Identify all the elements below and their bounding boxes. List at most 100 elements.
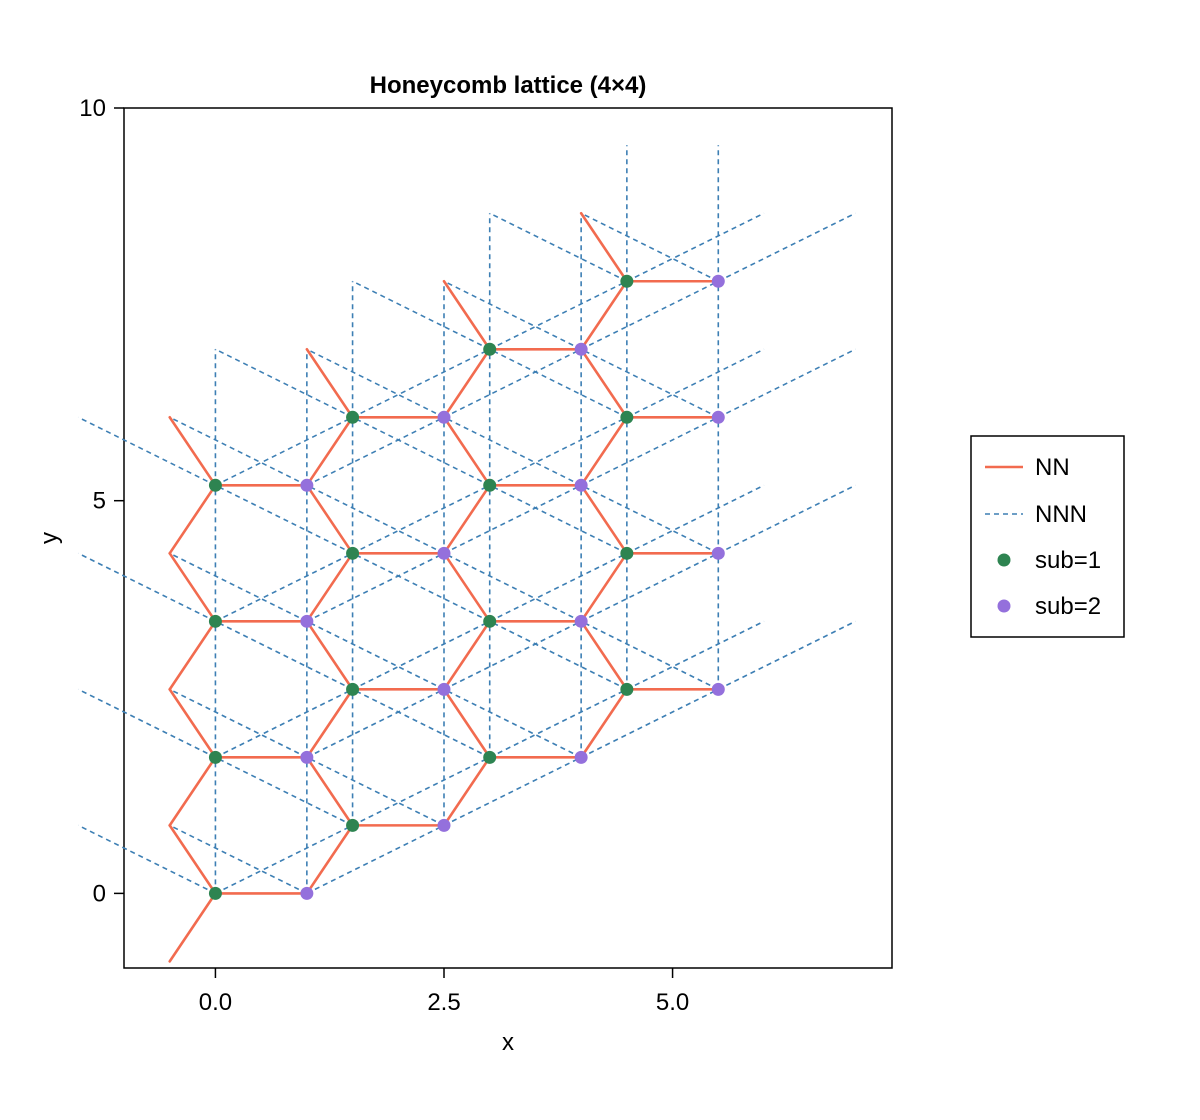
nnn-bond bbox=[77, 416, 216, 487]
nn-bond bbox=[579, 484, 629, 555]
site-sub1-point bbox=[346, 682, 360, 696]
nnn-bond bbox=[443, 416, 582, 487]
site-sub1-point bbox=[346, 546, 360, 560]
site-sub2-point bbox=[574, 614, 588, 628]
site-sub2-point bbox=[300, 478, 314, 492]
nn-bond bbox=[305, 347, 354, 419]
nnn-bond bbox=[580, 212, 719, 282]
nn-bond bbox=[579, 279, 629, 351]
nnn-bond bbox=[169, 416, 308, 487]
site-sub1-point bbox=[346, 410, 360, 424]
nnn-bond bbox=[443, 688, 582, 759]
nnn-bond bbox=[169, 688, 308, 759]
site-sub2-point bbox=[711, 682, 725, 696]
nn-bond bbox=[305, 756, 354, 827]
nn-bond bbox=[442, 347, 492, 419]
nnn-bond bbox=[626, 484, 765, 555]
nnn-bond bbox=[215, 620, 353, 691]
nnn-bond bbox=[169, 824, 308, 895]
nn-bond bbox=[579, 415, 629, 487]
site-sub2-point bbox=[711, 410, 725, 424]
nnn-bond bbox=[352, 552, 491, 623]
x-tick-label: 5.0 bbox=[656, 989, 689, 1016]
nnn-bond bbox=[489, 484, 628, 555]
nn-bond bbox=[168, 688, 217, 759]
site-sub1-point bbox=[483, 342, 497, 356]
legend-swatch-marker bbox=[997, 553, 1011, 567]
nnn-bond bbox=[580, 416, 719, 487]
nnn-bond bbox=[443, 620, 582, 691]
nnn-bond bbox=[717, 620, 856, 691]
nnn-bond bbox=[626, 620, 765, 691]
y-tick-label: 0 bbox=[93, 880, 106, 907]
nn-bond bbox=[442, 484, 492, 555]
nnn-bond bbox=[443, 348, 582, 419]
site-sub2-point bbox=[574, 750, 588, 764]
nn-bond bbox=[579, 688, 629, 759]
nnn-bond bbox=[306, 552, 445, 623]
site-sub1-point bbox=[483, 750, 497, 764]
site-sub2-point bbox=[437, 682, 451, 696]
nnn-bond bbox=[489, 348, 628, 419]
nn-bond bbox=[305, 688, 354, 759]
nnn-bond bbox=[626, 212, 765, 282]
nnn-bond bbox=[215, 756, 353, 827]
x-tick-label: 2.5 bbox=[427, 989, 460, 1016]
site-sub1-point bbox=[483, 614, 497, 628]
nnn-bond bbox=[306, 416, 445, 487]
nnn-bond bbox=[215, 416, 353, 487]
nnn-bond bbox=[580, 280, 719, 350]
nnn-bond bbox=[443, 280, 582, 350]
y-tick-label: 5 bbox=[93, 488, 106, 515]
nnn-bond bbox=[352, 280, 491, 350]
axes: 0.0 2.5 5.0 0 5 10 bbox=[79, 95, 689, 1016]
nnn-bond bbox=[489, 552, 628, 623]
site-sub2-point bbox=[574, 342, 588, 356]
site-sub1-point bbox=[208, 886, 222, 900]
nnn-bond bbox=[717, 212, 856, 282]
nn-bond bbox=[305, 415, 354, 487]
nnn-bond bbox=[215, 824, 353, 895]
nnn-bond bbox=[306, 620, 445, 691]
nnn-bond bbox=[352, 620, 491, 691]
plot-frame bbox=[123, 107, 893, 969]
nn-bond bbox=[442, 756, 492, 827]
nnn-bond bbox=[169, 552, 308, 623]
legend-box bbox=[970, 435, 1125, 638]
site-sub2-point bbox=[437, 410, 451, 424]
lattice-sites bbox=[208, 274, 725, 900]
site-sub1-point bbox=[208, 614, 222, 628]
nn-bond bbox=[305, 552, 354, 623]
nn-bond bbox=[168, 415, 217, 487]
nnn-bond bbox=[215, 484, 353, 555]
nnn-bond bbox=[717, 348, 856, 419]
site-sub2-point bbox=[711, 546, 725, 560]
nnn-bond bbox=[580, 552, 719, 623]
site-sub2-point bbox=[711, 274, 725, 288]
nnn-bond bbox=[489, 416, 628, 487]
nnn-bond bbox=[306, 348, 445, 419]
nnn-bond bbox=[580, 688, 719, 759]
nnn-bond bbox=[215, 552, 353, 623]
site-sub2-point bbox=[300, 614, 314, 628]
nnn-bond bbox=[352, 348, 491, 419]
nnn-bond bbox=[306, 756, 445, 827]
nnn-bond bbox=[580, 620, 719, 691]
nnn-bond bbox=[306, 688, 445, 759]
nnn-bond bbox=[580, 484, 719, 555]
nnn-bond bbox=[489, 280, 628, 350]
legend-label: NN bbox=[1035, 454, 1070, 481]
nnn-bond bbox=[443, 484, 582, 555]
nn-bond bbox=[168, 552, 217, 623]
x-axis-title: x bbox=[502, 1029, 514, 1056]
nnn-bond bbox=[306, 484, 445, 555]
legend-swatch-marker bbox=[997, 599, 1011, 613]
nn-bond bbox=[442, 552, 492, 623]
nnn-bond bbox=[77, 824, 216, 895]
nnn-bond bbox=[443, 552, 582, 623]
nn-bond bbox=[442, 415, 492, 487]
nnn-bond bbox=[443, 756, 582, 827]
x-tick-label: 0.0 bbox=[199, 989, 232, 1016]
nn-bond bbox=[579, 552, 629, 623]
